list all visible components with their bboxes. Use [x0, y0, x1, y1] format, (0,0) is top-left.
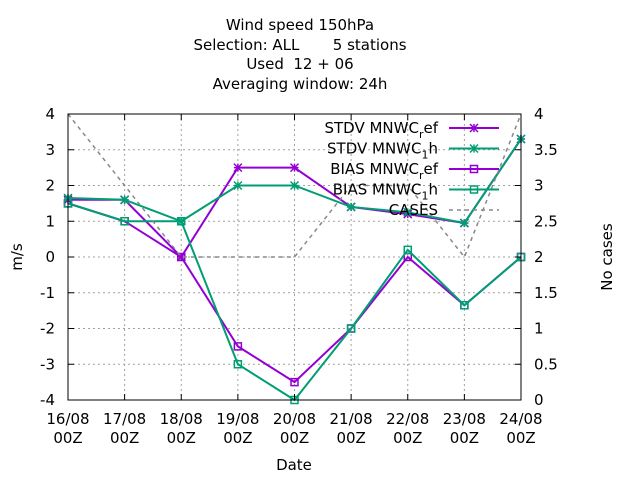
star-marker: [289, 180, 300, 191]
x-tick-label: 20/08 00Z: [273, 410, 316, 447]
x-tick-label: 18/08 00Z: [160, 410, 203, 447]
series-4: [67, 113, 522, 259]
x-tick-label: 23/08 00Z: [443, 410, 486, 447]
x-tick-label: 19/08 00Z: [216, 410, 259, 447]
x-tick-label: 22/08 00Z: [386, 410, 429, 447]
y-tick-label: 2: [45, 177, 55, 195]
star-stroke: [346, 202, 356, 212]
star-marker: [459, 218, 469, 228]
star-stroke: [469, 123, 479, 133]
star-marker: [233, 163, 243, 173]
y2-axis-label: No cases: [598, 223, 616, 291]
x-tick-label: 21/08 00Z: [330, 410, 373, 447]
star-marker: [289, 163, 300, 173]
grid: [68, 114, 521, 400]
x-axis-label: Date: [276, 456, 312, 474]
legend-label: STDV MNWCref: [324, 119, 438, 141]
y2-tick-label: 1: [534, 320, 544, 338]
y-tick-label: 0: [45, 248, 55, 266]
series-layer: [63, 113, 526, 405]
square-marker: [469, 164, 479, 174]
series-line: [67, 202, 522, 384]
y-tick-label: 4: [45, 105, 55, 123]
y2-tick-label: 1.5: [534, 284, 558, 302]
y-axis-label: m/s: [8, 243, 26, 271]
y2-tick-label: 3.5: [534, 141, 558, 159]
y2-tick-label: 0.5: [534, 355, 558, 373]
star-stroke: [120, 195, 130, 205]
legend-label: BIAS MNWCref: [330, 160, 438, 182]
square-marker: [290, 377, 299, 387]
square-marker: [120, 217, 129, 226]
square-marker: [469, 185, 479, 194]
square-marker: [233, 342, 243, 351]
star-stroke: [289, 163, 300, 173]
square-marker: [403, 245, 412, 255]
star-stroke: [469, 143, 479, 154]
series-0: [63, 134, 526, 262]
star-marker: [403, 207, 413, 217]
legend-label: STDV MNWC1h: [327, 140, 438, 162]
series-line: [67, 113, 522, 259]
y2-tick-label: 0: [534, 391, 544, 409]
chart-title: Wind speed 150hPa Selection: ALL 5 stati…: [0, 16, 600, 94]
title-line-4: Averaging window: 24h: [212, 74, 388, 93]
star-marker: [469, 123, 479, 133]
y2-tick-label: 4: [534, 105, 544, 123]
star-marker: [346, 202, 356, 212]
star-stroke: [233, 163, 243, 173]
y-tick-label: -2: [40, 320, 55, 338]
x-tick-label: 16/08 00Z: [46, 410, 89, 447]
star-stroke: [459, 218, 469, 228]
y-tick-label: -4: [40, 391, 55, 409]
star-marker: [120, 195, 130, 205]
y2-tick-label: 2.5: [534, 212, 558, 230]
tick-labels: 16/08 00Z 17/08 00Z 18/08 00Z 19/08 00Z 20/08 00Z…: [40, 105, 558, 447]
square-marker: [233, 360, 243, 369]
star-stroke: [289, 180, 300, 191]
x-tick-label: 17/08 00Z: [103, 410, 146, 447]
square-marker: [346, 324, 356, 333]
legend-label: CASES: [389, 201, 438, 219]
y2-tick-label: 2: [534, 248, 544, 266]
y-tick-label: 1: [45, 212, 55, 230]
star-stroke: [233, 180, 243, 191]
square-marker: [177, 217, 186, 226]
y-tick-label: -1: [40, 284, 55, 302]
x-tick-label: 24/08 00Z: [499, 410, 542, 447]
y-tick-label: 3: [45, 141, 55, 159]
star-marker: [469, 143, 479, 154]
star-marker: [233, 180, 243, 191]
title-line-1: Wind speed 150hPa: [225, 16, 375, 34]
title-line-3: Used 12 + 06: [246, 55, 354, 73]
y-tick-label: -3: [40, 355, 55, 373]
title-line-2: Selection: ALL 5 stations: [193, 35, 407, 54]
y2-tick-label: 3: [534, 177, 544, 195]
star-stroke: [403, 207, 413, 217]
legend-label: BIAS MNWC1h: [333, 181, 438, 203]
square-marker: [460, 301, 469, 310]
